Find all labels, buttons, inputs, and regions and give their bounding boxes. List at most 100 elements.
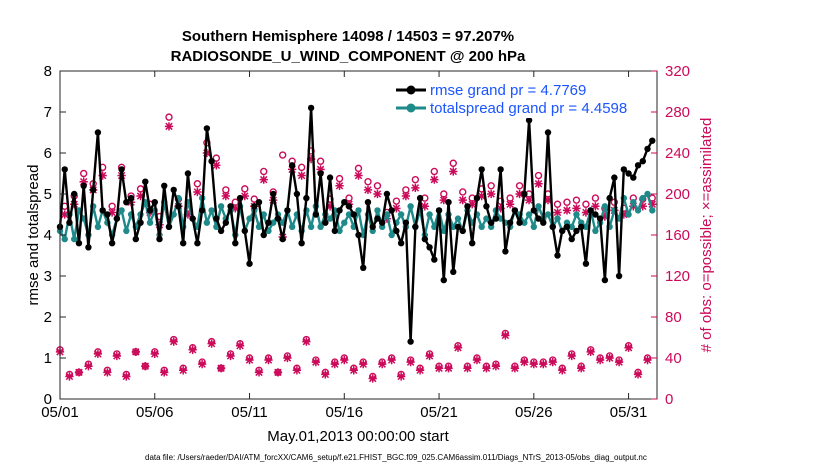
rmse-point: [341, 199, 348, 206]
rmse-point: [516, 219, 523, 226]
rmse-point: [383, 190, 391, 198]
obs-assimilated-point: [392, 204, 401, 213]
rmse-point: [530, 207, 538, 214]
obs-assimilated-mark: [463, 364, 472, 373]
obs-assimilated-point: [60, 210, 69, 219]
obs-assimilated-point: [93, 349, 103, 359]
totalspread-point: [246, 215, 253, 222]
obs-assimilated-mark: [591, 202, 600, 211]
obs-assimilated-point: [624, 343, 633, 352]
rmse-point: [194, 240, 201, 247]
totalspread-point: [639, 194, 646, 202]
rmse-point: [61, 166, 68, 173]
obs-assimilated-point: [477, 191, 486, 201]
rmse-point: [416, 194, 424, 202]
obs-assimilated-mark: [524, 195, 534, 205]
totalspread-point: [530, 223, 538, 230]
totalspread-point: [625, 211, 632, 218]
rmse-point: [549, 223, 556, 230]
obs-assimilated-point: [529, 359, 538, 369]
obs-assimilated-point: [335, 181, 344, 190]
y-left-tick-label: 4: [44, 227, 52, 244]
rmse-point: [568, 235, 575, 243]
rmse-point: [85, 244, 92, 251]
x-tick-label: 05/26: [515, 404, 553, 421]
totalspread-point: [440, 227, 447, 235]
rmse-point: [563, 223, 571, 230]
rmse-point: [611, 174, 618, 181]
rmse-point: [284, 207, 291, 214]
obs-possible-point: [487, 182, 495, 190]
rmse-point: [236, 194, 244, 202]
rmse-point: [156, 235, 163, 243]
obs-assimilated-point: [292, 366, 302, 375]
rmse-point: [388, 207, 395, 214]
obs-assimilated-point: [463, 364, 472, 373]
obs-assimilated-point: [155, 220, 164, 229]
x-tick-label: 05/01: [41, 404, 79, 421]
rmse-point: [288, 162, 296, 169]
obs-assimilated-mark: [449, 167, 458, 176]
obs-assimilated-point: [472, 355, 482, 365]
y-right-tick-label: 320: [665, 63, 690, 80]
obs-assimilated-mark: [482, 364, 491, 373]
obs-assimilated-point: [543, 195, 553, 205]
obs-possible-point: [430, 167, 439, 176]
rmse-point: [540, 219, 547, 226]
totalspread-point: [208, 207, 215, 214]
totalspread-point: [388, 231, 395, 239]
rmse-point: [179, 240, 187, 247]
obs-assimilated-mark: [136, 191, 145, 201]
totalspread-point: [170, 211, 177, 218]
rmse-point: [426, 244, 433, 251]
obs-possible-point: [241, 185, 249, 193]
obs-assimilated-point: [74, 368, 84, 377]
obs-assimilated-mark: [491, 362, 501, 371]
rmse-point: [459, 227, 466, 235]
rmse-point: [464, 203, 471, 210]
obs-assimilated-point: [548, 357, 557, 367]
obs-possible-point: [193, 180, 202, 188]
obs-assimilated-point: [396, 372, 406, 381]
obs-assimilated-point: [586, 347, 595, 357]
rmse-point: [298, 240, 305, 247]
line-series: [56, 104, 656, 345]
rmse-point: [75, 240, 83, 247]
obs-possible-point: [260, 167, 268, 176]
obs-assimilated-mark: [169, 337, 178, 346]
rmse-point: [213, 215, 220, 222]
rmse-point: [355, 231, 362, 239]
obs-assimilated-point: [65, 372, 74, 381]
rmse-point: [94, 129, 102, 136]
totalspread-point: [634, 207, 642, 214]
rmse-point: [151, 199, 158, 206]
totalspread-point: [355, 207, 362, 214]
rmse-point: [345, 203, 353, 210]
rmse-point: [431, 256, 438, 263]
obs-assimilated-mark: [529, 359, 538, 369]
legend-spread-marker: [406, 103, 416, 113]
obs-assimilated-mark: [84, 362, 93, 371]
obs-assimilated-point: [614, 357, 624, 367]
totalspread-point: [397, 211, 405, 218]
rmse-point: [71, 190, 78, 198]
rmse-point: [161, 182, 168, 189]
obs-assimilated-point: [501, 331, 510, 340]
y-left-tick-label: 0: [44, 391, 52, 408]
totalspread-point: [431, 223, 438, 230]
obs-assimilated-point: [179, 366, 188, 375]
rmse-point: [146, 207, 154, 214]
obs-assimilated-mark: [595, 355, 605, 365]
obs-assimilated-mark: [415, 366, 425, 375]
totalspread-point: [454, 215, 462, 222]
obs-possible-point: [354, 164, 363, 173]
obs-assimilated-point: [439, 195, 448, 205]
obs-assimilated-mark: [60, 210, 69, 219]
y-left-label: rmse and totalspread: [25, 165, 42, 306]
totalspread-point: [217, 203, 225, 210]
rmse-point: [123, 199, 130, 206]
rmse-point: [127, 194, 135, 202]
rmse-point: [478, 166, 485, 173]
obs-possible-point: [459, 188, 467, 196]
obs-assimilated-mark: [586, 347, 595, 357]
